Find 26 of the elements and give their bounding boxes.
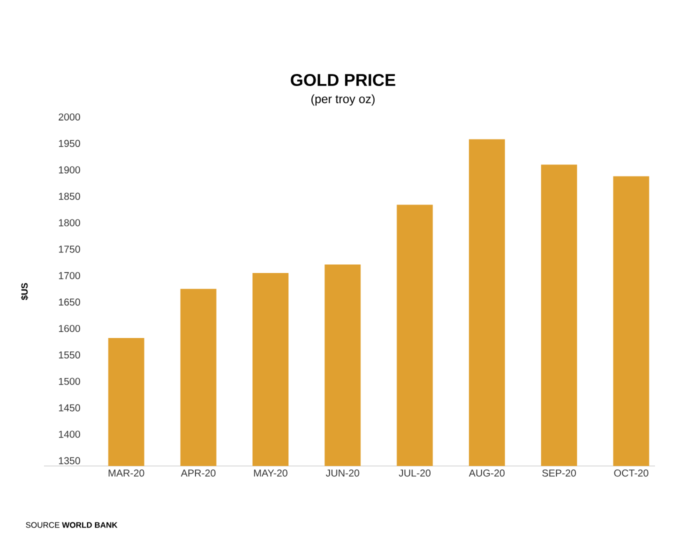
x-tick-label: JUN-20 bbox=[326, 470, 360, 477]
chart-subtitle: (per troy oz) bbox=[311, 94, 375, 106]
y-axis-title: $US bbox=[20, 283, 28, 300]
source-note: SOURCE WORLD BANK bbox=[26, 522, 118, 528]
x-tick-label: AUG-20 bbox=[468, 470, 505, 477]
y-tick-label: 1450 bbox=[58, 404, 80, 412]
y-tick-label: 1750 bbox=[58, 246, 80, 253]
y-tick-label: 1550 bbox=[58, 351, 80, 358]
y-tick-label: 2000 bbox=[58, 113, 80, 121]
y-tick-label: 1700 bbox=[58, 272, 80, 280]
y-tick-label: 1400 bbox=[58, 430, 80, 438]
x-tick-label: OCT-20 bbox=[614, 470, 648, 477]
y-tick-label: 1950 bbox=[58, 140, 80, 147]
x-tick-label: APR-20 bbox=[180, 470, 216, 477]
x-tick-label: SEP-20 bbox=[542, 470, 576, 477]
y-tick-label: 1900 bbox=[58, 166, 80, 174]
y-tick-label: 1500 bbox=[58, 378, 80, 385]
y-tick-label: 1800 bbox=[58, 219, 80, 226]
x-tick-label: JUL-20 bbox=[398, 470, 431, 477]
x-tick-label: MAY-20 bbox=[254, 470, 288, 477]
x-tick-label: MAR-20 bbox=[108, 470, 144, 477]
chart-title: GOLD PRICE bbox=[290, 74, 396, 86]
y-tick-label: 1650 bbox=[58, 298, 80, 306]
y-tick-label: 1350 bbox=[58, 457, 80, 464]
y-tick-label: 1850 bbox=[58, 192, 80, 200]
y-tick-label: 1600 bbox=[58, 324, 80, 332]
